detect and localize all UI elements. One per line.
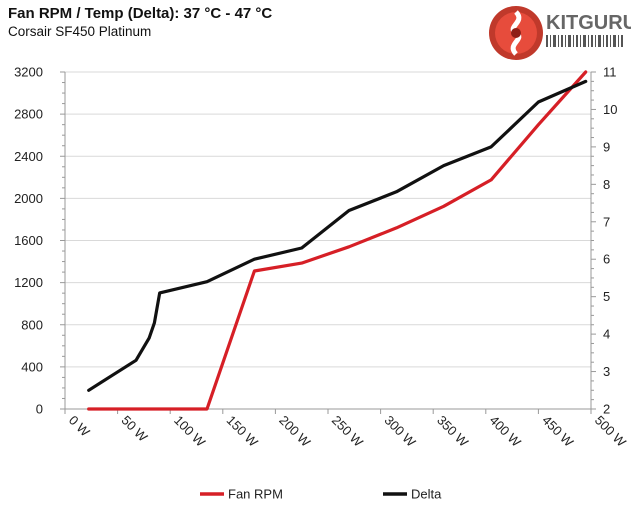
series-line-delta: [87, 79, 588, 392]
x-tick-label: 250 W: [329, 413, 367, 451]
right-y-ticks: 2 3 4 5 6 7 8 9 10 11: [591, 65, 617, 417]
x-tick-label: 450 W: [539, 413, 577, 451]
legend: Fan RPM Delta: [200, 487, 442, 502]
legend-label: Fan RPM: [228, 487, 283, 502]
series-lines: [87, 70, 588, 411]
y-tick-label: 2400: [14, 149, 43, 164]
series-line-fan-rpm: [87, 70, 588, 411]
y-tick-label: 3200: [14, 65, 43, 80]
legend-label: Delta: [411, 487, 442, 502]
y2-tick-label: 6: [603, 252, 610, 267]
x-tick-label: 0 W: [66, 413, 93, 440]
y2-tick-label: 11: [603, 65, 617, 80]
y-tick-label: 1200: [14, 275, 43, 290]
y2-tick-label: 2: [603, 402, 610, 417]
x-tick-label: 400 W: [487, 413, 525, 451]
x-tick-label: 150 W: [224, 413, 262, 451]
y2-tick-label: 9: [603, 139, 610, 154]
y-tick-label: 0: [36, 402, 43, 417]
x-tick-label: 350 W: [434, 413, 472, 451]
left-y-ticks: 0 400 800 1200 1600 2000 2400 2800 3200: [14, 65, 65, 417]
x-tick-label: 50 W: [118, 413, 151, 446]
x-ticks: 0 W 50 W 100 W 150 W 200 W 250 W 300 W 350 W 400…: [64, 409, 630, 451]
y2-tick-label: 8: [603, 177, 610, 192]
y-tick-label: 1600: [14, 233, 43, 248]
y2-tick-label: 5: [603, 289, 610, 304]
barcode-icon: [546, 35, 623, 47]
y-tick-label: 800: [21, 317, 43, 332]
x-tick-label: 500 W: [592, 413, 630, 451]
y-tick-label: 2800: [14, 107, 43, 122]
chart-title: Fan RPM / Temp (Delta): 37 °C - 47 °C: [8, 5, 273, 22]
kitguru-logo: KITGURU: [489, 6, 631, 60]
y2-tick-label: 10: [603, 102, 617, 117]
y-tick-label: 2000: [14, 191, 43, 206]
logo-text: KITGURU: [546, 12, 631, 34]
x-tick-label: 100 W: [171, 413, 209, 451]
kitguru-logo-icon: [489, 6, 543, 60]
x-tick-label: 300 W: [381, 413, 419, 451]
y2-tick-label: 3: [603, 364, 610, 379]
y2-tick-label: 4: [603, 327, 610, 342]
x-tick-label: 200 W: [276, 413, 314, 451]
gridlines: [65, 71, 591, 368]
y-tick-label: 400: [21, 359, 43, 374]
y2-tick-label: 7: [603, 214, 610, 229]
chart-subtitle: Corsair SF450 Platinum: [8, 24, 152, 39]
